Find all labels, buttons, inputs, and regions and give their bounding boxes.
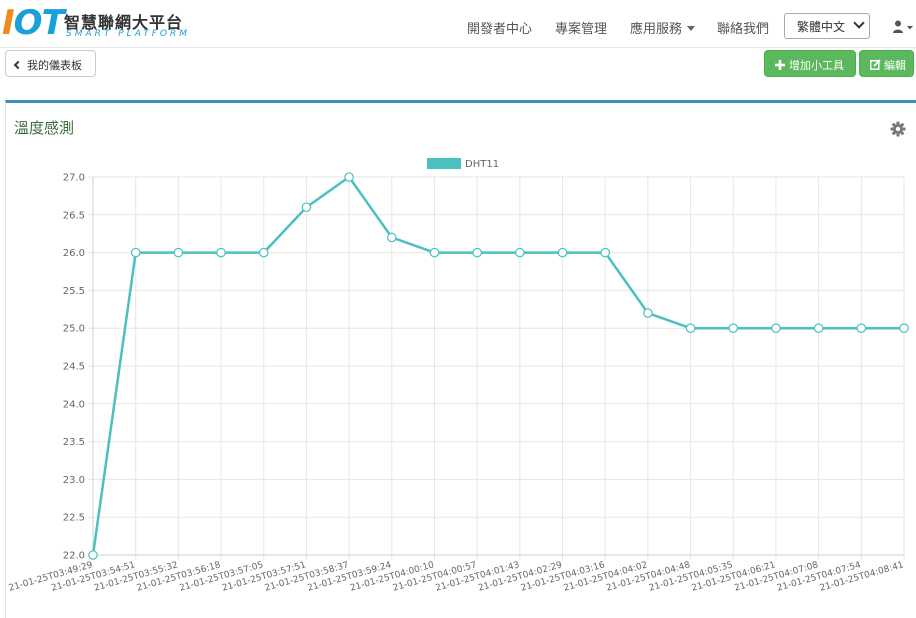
nav-application-services-label: 應用服務 (630, 22, 683, 37)
data-point[interactable] (813, 323, 824, 333)
data-point[interactable] (344, 172, 354, 182)
back-to-dashboard-button[interactable]: 我的儀表板 (5, 50, 96, 77)
nav-contact-us[interactable]: 聯絡我們 (717, 22, 770, 37)
edit-dashboard-button[interactable]: 編輯 (859, 50, 914, 77)
widget-title: 溫度感測 (14, 119, 75, 137)
data-point[interactable] (728, 323, 739, 333)
data-point[interactable] (685, 323, 696, 333)
legend-label: DHT11 (465, 159, 499, 170)
site-logo[interactable]: IOT 智慧聯網大平台 SMART PLATFORM (2, 3, 192, 44)
temperature-widget-panel: 溫度感測 (5, 100, 916, 618)
y-tick-label: 22.5 (63, 513, 85, 524)
nav-application-services[interactable]: 應用服務 (630, 18, 696, 37)
nav-project-management[interactable]: 專案管理 (555, 22, 608, 37)
data-point[interactable] (856, 323, 867, 333)
logo-letter-i: I (2, 3, 15, 43)
y-tick-label: 24.5 (63, 362, 85, 373)
plus-icon (775, 60, 785, 70)
data-point[interactable] (216, 247, 226, 258)
y-tick-label: 23.0 (63, 475, 85, 486)
data-point[interactable] (173, 247, 184, 258)
data-point[interactable] (301, 202, 312, 213)
data-point[interactable] (643, 308, 653, 318)
y-tick-label: 22.0 (63, 551, 85, 562)
logo-subtitle: SMART PLATFORM (66, 29, 190, 39)
data-point[interactable] (429, 247, 440, 258)
y-axis-ticks: 27.0 26.5 26.0 25.5 25.0 24.5 24.0 23.5 23.0 22.5… (63, 173, 85, 562)
y-tick-label: 24.0 (63, 399, 85, 410)
nav-developer-center[interactable]: 開發者中心 (467, 22, 533, 37)
logo-mark: IOT (2, 3, 65, 43)
edit-icon (870, 59, 881, 70)
add-widget-button[interactable]: 增加小工具 (764, 50, 856, 77)
data-point[interactable] (258, 247, 269, 258)
data-point[interactable] (600, 247, 611, 258)
user-menu-icon[interactable] (893, 20, 913, 34)
data-point[interactable] (899, 323, 909, 333)
y-tick-label: 25.5 (63, 286, 85, 297)
x-axis-ticks: 21-01-25T03:49:2921-01-25T03:54:5121-01-… (8, 560, 905, 594)
logo-letter-o: O (13, 3, 43, 43)
language-select[interactable]: 繁體中文 (784, 13, 870, 39)
chart-series (88, 172, 909, 560)
data-point[interactable] (130, 247, 141, 258)
data-point[interactable] (515, 247, 525, 258)
chart-legend[interactable]: DHT11 (427, 158, 499, 170)
y-tick-label: 26.5 (63, 210, 85, 221)
language-select-value: 繁體中文 (797, 20, 846, 34)
edit-label: 編輯 (884, 59, 906, 72)
caret-down-icon (687, 26, 696, 31)
data-point[interactable] (472, 247, 482, 258)
gear-icon[interactable] (890, 121, 906, 137)
top-navbar: IOT 智慧聯網大平台 SMART PLATFORM 開發者中心 專案管理 應用… (0, 0, 916, 48)
logo-letter-t: T (41, 3, 65, 43)
data-point[interactable] (88, 550, 98, 560)
logo-title: 智慧聯網大平台 (64, 13, 184, 32)
chart-grid (88, 176, 905, 560)
legend-swatch (427, 158, 461, 169)
y-tick-label: 23.5 (63, 437, 85, 448)
y-tick-label: 27.0 (63, 173, 85, 184)
add-widget-label: 增加小工具 (789, 59, 844, 72)
data-point[interactable] (557, 247, 568, 258)
series-line-dht11 (91, 175, 904, 556)
y-tick-label: 26.0 (63, 248, 85, 259)
data-point[interactable] (386, 232, 397, 243)
back-button-label: 我的儀表板 (27, 59, 82, 72)
data-point[interactable] (771, 323, 781, 333)
y-tick-label: 25.0 (63, 324, 85, 335)
